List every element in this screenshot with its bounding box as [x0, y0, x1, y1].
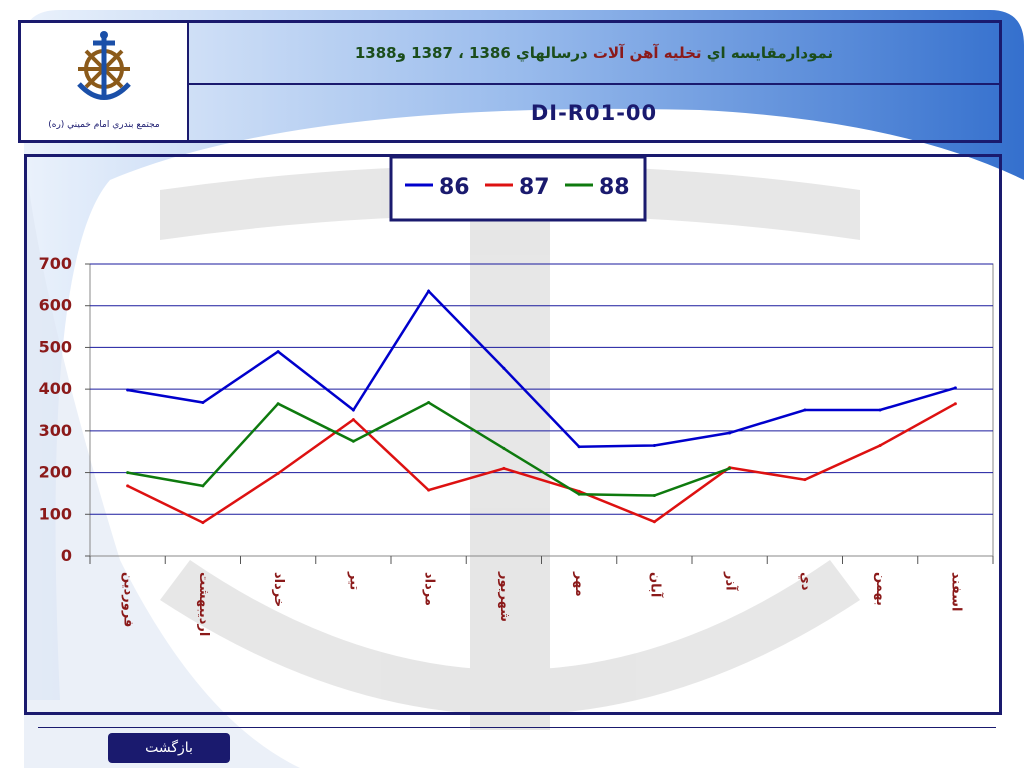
data-point-88: [201, 484, 205, 488]
data-point-86: [652, 443, 656, 447]
data-point-86: [878, 408, 882, 412]
line-chart: 0 100 200 300 400 500 600 700 فروردين ارديبهشت خرد…: [39, 157, 994, 636]
x-tick-label: ارديبهشت: [196, 572, 211, 636]
y-tick-label: 200: [39, 463, 72, 482]
y-tick-label: 400: [39, 379, 72, 398]
footer-divider: [38, 727, 996, 728]
data-point-87: [577, 489, 581, 493]
data-point-86: [803, 408, 807, 412]
logo-cell: مجتمع بندري امام خميني (ره): [21, 23, 189, 140]
data-point-87: [878, 443, 882, 447]
title-prefix: نمودارمقايسه اي: [706, 44, 834, 62]
data-point-88: [652, 494, 656, 498]
page-title: نمودارمقايسه اي تخليه آهن آلات درسالهاي …: [355, 44, 833, 62]
legend-box: [389, 157, 647, 222]
y-tick-label: 0: [61, 546, 72, 565]
data-point-87: [953, 402, 957, 406]
title-suffix: درسالهاي 1386 ، 1387 و1388: [354, 44, 588, 62]
organization-name: مجتمع بندري امام خميني (ره): [48, 120, 160, 130]
data-point-87: [652, 520, 656, 524]
series-line-86: [127, 289, 956, 448]
data-point-88: [577, 492, 581, 496]
data-point-86: [728, 431, 732, 435]
x-tick-label: بهمن: [873, 572, 888, 606]
x-tick-label: آذر: [723, 571, 740, 591]
data-point-88: [276, 402, 280, 406]
data-point-88: [351, 439, 355, 443]
data-point-87: [502, 466, 506, 470]
data-point-86: [351, 408, 355, 412]
data-point-87: [427, 488, 431, 492]
x-tick-label: شهريور: [497, 571, 512, 622]
code-cell: DI-R01-00: [189, 85, 999, 140]
data-point-86: [577, 445, 581, 449]
data-point-86: [502, 366, 506, 370]
data-point-87: [803, 478, 807, 482]
data-point-86: [126, 388, 130, 392]
header-table: مجتمع بندري امام خميني (ره) نمودارمقايسه…: [18, 20, 1002, 143]
data-point-88: [427, 400, 431, 404]
x-tick-label: آبان: [647, 572, 664, 598]
document-code: DI-R01-00: [530, 100, 658, 125]
x-tick-label: فروردين: [121, 572, 136, 627]
y-tick-label: 500: [39, 337, 72, 356]
data-point-86: [427, 289, 431, 293]
data-point-87: [276, 471, 280, 475]
y-tick-label: 700: [39, 254, 72, 273]
x-tick-label: تير: [346, 571, 361, 590]
title-highlight: تخليه آهن آلات: [592, 44, 702, 62]
x-tick-label: خرداد: [271, 572, 286, 607]
legend-label-87: 87: [519, 175, 550, 200]
data-point-88: [728, 466, 732, 470]
anchor-helm-icon: [77, 31, 131, 100]
x-tick-label: مرداد: [422, 572, 437, 606]
legend-label-86: 86: [439, 175, 470, 200]
data-point-87: [351, 418, 355, 422]
y-tick-label: 100: [39, 504, 72, 523]
series-line-88: [127, 401, 731, 497]
x-tick-label: مهر: [572, 571, 587, 597]
data-point-88: [126, 471, 130, 475]
y-tick-label: 300: [39, 421, 72, 440]
data-point-87: [201, 521, 205, 525]
back-button[interactable]: بازگشت: [108, 733, 230, 763]
chart-frame: 0 100 200 300 400 500 600 700 فروردين ارديبهشت خرد…: [24, 154, 1002, 715]
legend-label-88: 88: [599, 175, 630, 200]
data-point-86: [276, 350, 280, 354]
data-point-88: [502, 446, 506, 450]
series-line-87: [127, 402, 957, 525]
x-tick-label: اسفند: [948, 572, 963, 611]
data-point-87: [126, 484, 130, 488]
title-cell: نمودارمقايسه اي تخليه آهن آلات درسالهاي …: [189, 23, 999, 85]
data-point-86: [953, 386, 957, 390]
data-point-86: [201, 400, 205, 404]
y-tick-label: 600: [39, 296, 72, 315]
x-tick-label: دي: [798, 572, 813, 591]
